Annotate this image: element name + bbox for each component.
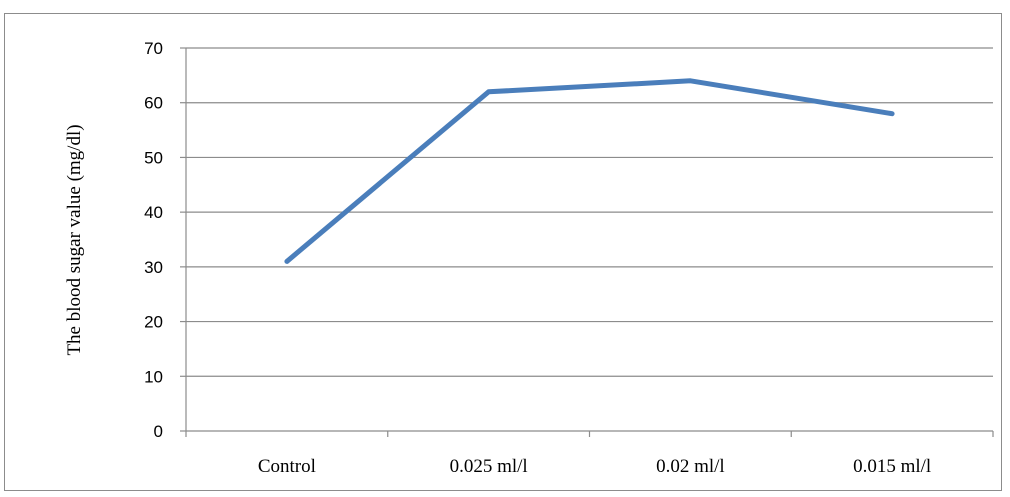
gridlines — [186, 47, 993, 377]
x-tick-label: Control — [258, 456, 316, 477]
x-tick-label: 0.025 ml/l — [450, 456, 528, 477]
x-tick-labels: Control 0.025 ml/l 0.02 ml/l 0.015 ml/l — [258, 456, 931, 477]
x-tick-label: 0.02 ml/l — [656, 456, 725, 477]
series-lines — [284, 78, 895, 264]
y-tick-label: 10 — [144, 367, 163, 386]
series-line — [284, 78, 895, 264]
y-tick-labels: 0 10 20 30 40 50 60 70 — [144, 39, 163, 441]
x-tick-label: 0.015 ml/l — [853, 456, 931, 477]
y-tick-label: 40 — [144, 203, 163, 222]
y-tick-label: 70 — [144, 39, 163, 58]
y-tick-label: 60 — [144, 94, 163, 113]
y-tick-label: 0 — [154, 422, 163, 441]
y-tick-label: 30 — [144, 258, 163, 277]
y-axis-title: The blood sugar value (mg/dl) — [64, 124, 85, 355]
axes — [180, 47, 994, 437]
y-tick-label: 50 — [144, 148, 163, 167]
y-tick-label: 20 — [144, 313, 163, 332]
